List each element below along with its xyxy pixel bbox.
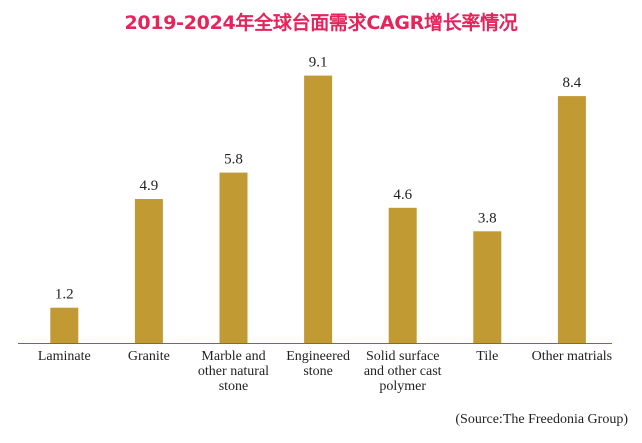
source-prefix: (Source: [455, 412, 503, 427]
bar-4 [388, 207, 417, 343]
category-label-4-line-1: and other cast [364, 364, 442, 379]
source-note: (Source:The Freedonia Group) [455, 412, 628, 428]
category-label-4-line-0: Solid surface [366, 349, 439, 364]
category-label-0-line-0: Laminate [38, 349, 91, 364]
category-label-2-line-2: stone [219, 379, 249, 394]
category-label-3-line-1: stone [303, 364, 333, 379]
category-label-2-line-0: Marble and [201, 349, 265, 364]
value-label-5: 3.8 [478, 210, 497, 226]
bar-3 [304, 75, 333, 343]
bar-2 [219, 172, 248, 343]
bar-6 [557, 96, 586, 343]
value-label-4: 4.6 [393, 187, 412, 203]
value-label-3: 9.1 [309, 55, 328, 71]
value-label-1: 4.9 [140, 178, 159, 194]
category-label-3-line-0: Engineered [286, 349, 350, 364]
category-label-1-line-0: Granite [128, 349, 170, 364]
chart-title: 2019-2024年全球台面需求CAGR增长率情况 [124, 12, 518, 34]
category-label-5-line-0: Tile [476, 349, 498, 364]
category-label-2-line-1: other natural [198, 364, 269, 379]
bar-0 [50, 307, 79, 343]
bar-1 [134, 199, 163, 343]
bar-5 [473, 231, 502, 343]
category-label-6-line-0: Other matrials [532, 349, 612, 364]
source-name: The Freedonia Group) [502, 412, 628, 427]
value-label-6: 8.4 [563, 75, 582, 91]
category-label-4-line-2: polymer [379, 379, 426, 394]
value-label-2: 5.8 [224, 152, 243, 168]
value-label-0: 1.2 [55, 287, 74, 303]
